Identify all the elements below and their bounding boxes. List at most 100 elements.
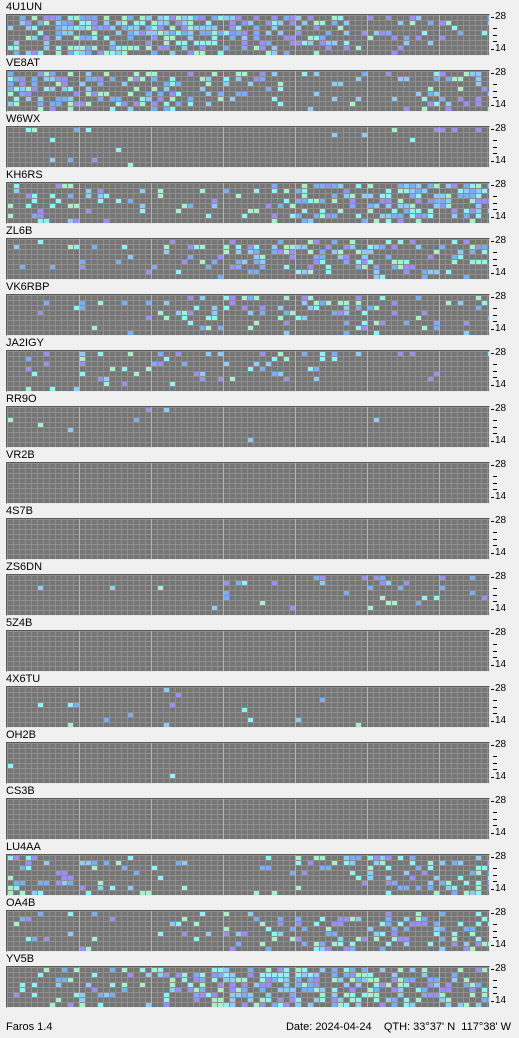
grid-cell: [356, 296, 361, 300]
grid-cell: [368, 306, 373, 310]
grid-cell: [98, 31, 103, 35]
grid-cell: [170, 87, 175, 91]
grid-cell: [308, 296, 313, 300]
grid-cell: [236, 275, 241, 279]
grid-cell: [248, 184, 253, 188]
grid-cell: [80, 306, 85, 310]
grid-cell: [158, 153, 163, 157]
grid-cell: [80, 128, 85, 132]
grid-cell: [416, 138, 421, 142]
grid-cell: [86, 265, 91, 269]
grid-cell: [440, 92, 445, 96]
grid-cell: [248, 194, 253, 198]
grid-cell: [314, 316, 319, 320]
grid-cell: [188, 158, 193, 162]
grid-cell: [488, 82, 489, 86]
grid-cell: [50, 240, 55, 244]
grid-cell: [284, 209, 289, 213]
grid-cell: [302, 306, 307, 310]
grid-cell: [104, 133, 109, 137]
grid-cell: [392, 128, 397, 132]
grid-cell: [380, 255, 385, 259]
grid-cell: [32, 36, 37, 40]
grid-cell: [452, 21, 457, 25]
grid-cell: [50, 92, 55, 96]
grid-cell: [158, 245, 163, 249]
propagation-grid: [6, 70, 490, 112]
grid-cell: [128, 209, 133, 213]
grid-cell: [68, 72, 73, 76]
grid-cell: [488, 163, 489, 167]
hour-divider: [295, 127, 296, 167]
grid-cell: [140, 102, 145, 106]
grid-cell: [362, 275, 367, 279]
grid-cell: [248, 199, 253, 203]
grid-cell: [434, 16, 439, 20]
grid-cell: [470, 260, 475, 264]
grid-cell: [146, 128, 151, 132]
grid-cell: [380, 143, 385, 147]
grid-cell: [92, 87, 97, 91]
grid-cell: [272, 209, 277, 213]
grid-cell: [236, 143, 241, 147]
grid-cell: [290, 36, 295, 40]
grid-cell: [332, 46, 337, 50]
grid-cell: [326, 41, 331, 45]
grid-cell: [242, 260, 247, 264]
grid-cell: [380, 250, 385, 254]
grid-cell: [68, 214, 73, 218]
grid-cell: [50, 260, 55, 264]
grid-cell: [266, 209, 271, 213]
grid-cell: [338, 16, 343, 20]
grid-cell: [110, 321, 115, 325]
grid-cell: [194, 82, 199, 86]
grid-cell: [224, 143, 229, 147]
grid-cell: [62, 133, 67, 137]
grid-cell: [464, 133, 469, 137]
grid-cell: [458, 72, 463, 76]
grid-cell: [350, 240, 355, 244]
grid-cell: [398, 77, 403, 81]
grid-cell: [92, 92, 97, 96]
grid-cell: [428, 204, 433, 208]
grid-cell: [68, 31, 73, 35]
grid-cell: [92, 321, 97, 325]
grid-cell: [194, 36, 199, 40]
grid-cell: [434, 209, 439, 213]
grid-cell: [50, 245, 55, 249]
grid-cell: [464, 92, 469, 96]
grid-cell: [260, 270, 265, 274]
grid-cell: [488, 148, 489, 152]
grid-cell: [338, 250, 343, 254]
grid-cell: [278, 306, 283, 310]
grid-cell: [470, 316, 475, 320]
grid-cell: [398, 148, 403, 152]
grid-cell: [434, 189, 439, 193]
grid-cell: [8, 209, 13, 213]
grid-cell: [296, 199, 301, 203]
grid-cell: [254, 184, 259, 188]
scale-bottom-label: 14: [495, 211, 507, 222]
grid-cell: [86, 275, 91, 279]
grid-cell: [482, 265, 487, 269]
grid-cell: [356, 102, 361, 106]
grid-cell: [464, 209, 469, 213]
grid-cell: [320, 214, 325, 218]
grid-cell: [326, 21, 331, 25]
grid-cell: [32, 265, 37, 269]
grid-cell: [182, 275, 187, 279]
grid-cell: [404, 26, 409, 30]
grid-cell: [488, 92, 489, 96]
grid-cell: [272, 301, 277, 305]
grid-cell: [194, 92, 199, 96]
grid-cell: [152, 265, 157, 269]
grid-cell: [362, 148, 367, 152]
grid-cell: [428, 107, 433, 111]
grid-cell: [176, 41, 181, 45]
grid-cell: [350, 189, 355, 193]
grid-cell: [242, 296, 247, 300]
grid-cell: [98, 265, 103, 269]
grid-cell: [206, 250, 211, 254]
grid-cell: [470, 275, 475, 279]
grid-cell: [266, 128, 271, 132]
